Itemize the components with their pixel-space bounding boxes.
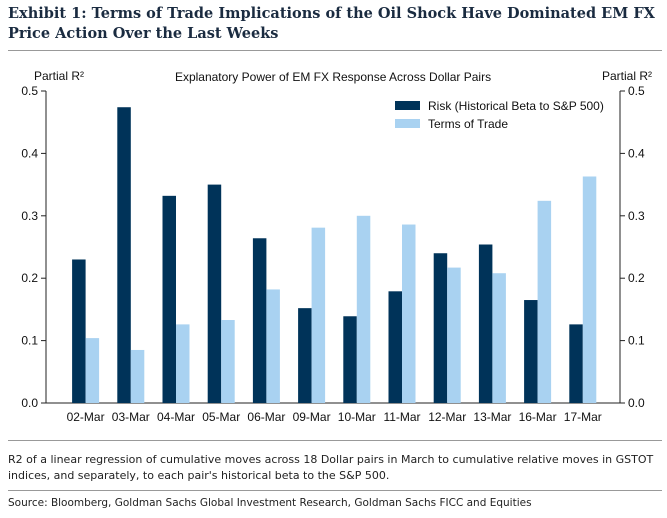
bar-terms-of-trade xyxy=(402,224,416,403)
x-tick-label: 03-Mar xyxy=(112,410,150,424)
bar-risk xyxy=(117,107,131,403)
y-tick-label-left: 0.2 xyxy=(21,271,38,285)
y-tick-label-right: 0.3 xyxy=(628,209,645,223)
bar-risk xyxy=(343,316,357,403)
y-tick-label-left: 0.5 xyxy=(21,84,38,98)
y-tick-label-right: 0.1 xyxy=(628,334,645,348)
bar-risk xyxy=(433,253,448,403)
bar-terms-of-trade xyxy=(130,349,145,403)
divider xyxy=(8,440,662,441)
legend-label-tot: Terms of Trade xyxy=(428,117,508,131)
x-tick-label: 10-Mar xyxy=(338,410,376,424)
y-axis-label-right: Partial R² xyxy=(602,69,652,83)
x-tick-label: 06-Mar xyxy=(247,410,285,424)
bar-terms-of-trade xyxy=(221,320,235,403)
y-tick-label-right: 0.0 xyxy=(628,396,645,410)
bar-risk xyxy=(162,195,176,403)
x-tick-label: 09-Mar xyxy=(293,410,331,424)
bar-terms-of-trade xyxy=(447,267,461,403)
bar-terms-of-trade xyxy=(492,273,506,403)
x-tick-label: 13-Mar xyxy=(473,410,511,424)
bar-risk xyxy=(524,300,538,403)
x-tick-label: 04-Mar xyxy=(157,410,195,424)
chart-note: R2 of a linear regression of cumulative … xyxy=(8,453,654,482)
bar-risk xyxy=(478,244,493,403)
bar-risk xyxy=(207,184,222,403)
divider xyxy=(8,50,662,51)
y-tick-label-left: 0.1 xyxy=(21,334,38,348)
bar-terms-of-trade xyxy=(537,200,552,403)
source-line: Source: Bloomberg, Goldman Sachs Global … xyxy=(8,497,532,509)
y-axis-label-left: Partial R² xyxy=(34,69,84,83)
x-tick-label: 05-Mar xyxy=(202,410,240,424)
bar-terms-of-trade xyxy=(356,215,371,403)
legend-swatch-tot xyxy=(395,119,420,128)
x-tick-label: 12-Mar xyxy=(428,410,466,424)
bar-terms-of-trade xyxy=(176,324,190,403)
y-tick-label-left: 0.0 xyxy=(21,396,38,410)
y-tick-label-right: 0.2 xyxy=(628,271,645,285)
bar-risk xyxy=(569,324,583,403)
bar-terms-of-trade xyxy=(85,338,100,403)
y-tick-label-right: 0.5 xyxy=(628,84,645,98)
x-tick-label: 16-Mar xyxy=(519,410,557,424)
exhibit-title: Exhibit 1: Terms of Trade Implications o… xyxy=(8,5,655,42)
bar-risk xyxy=(298,308,312,403)
x-tick-label: 11-Mar xyxy=(383,410,420,424)
chart-title: Explanatory Power of EM FX Response Acro… xyxy=(175,70,491,84)
divider xyxy=(8,490,662,491)
y-tick-label-left: 0.3 xyxy=(21,209,38,223)
bar-risk xyxy=(388,291,402,403)
bar-risk xyxy=(252,238,267,403)
y-tick-label-right: 0.4 xyxy=(628,146,645,160)
bar-terms-of-trade xyxy=(582,176,597,403)
bar-terms-of-trade xyxy=(311,227,326,403)
legend-swatch-risk xyxy=(395,101,420,110)
bar-chart: Partial R² Partial R² Explanatory Power … xyxy=(21,69,652,424)
x-tick-label: 17-Mar xyxy=(564,410,602,424)
x-tick-label: 02-Mar xyxy=(67,410,105,424)
y-tick-label-left: 0.4 xyxy=(21,146,38,160)
bar-terms-of-trade xyxy=(266,289,280,403)
legend-label-risk: Risk (Historical Beta to S&P 500) xyxy=(428,99,604,113)
bar-risk xyxy=(72,259,86,403)
